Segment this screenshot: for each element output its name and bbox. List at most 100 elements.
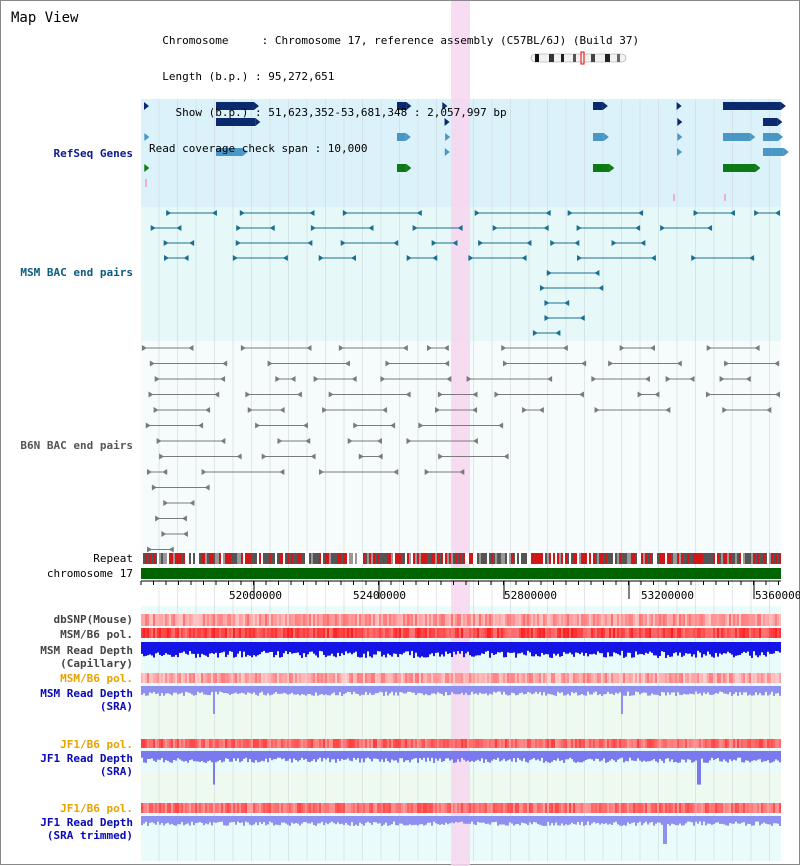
polymorphism-cell — [297, 739, 299, 748]
bac-end — [774, 360, 780, 367]
track-label-msm-b6-pol-2[interactable]: MSM/B6 pol. — [60, 672, 133, 685]
polymorphism-cell — [635, 614, 637, 626]
polymorphism-cell — [477, 803, 479, 813]
read-depth-bar — [415, 686, 417, 696]
read-depth-bar — [615, 686, 617, 693]
track-label-chromosome[interactable]: chromosome 17 — [46, 567, 133, 580]
polymorphism-cell — [473, 739, 475, 748]
repeat-segment — [301, 553, 303, 564]
read-depth-bar — [301, 751, 303, 758]
polymorphism-cell — [331, 803, 333, 813]
track-label-jf1-b6-pol-1[interactable]: JF1/B6 pol. — [60, 738, 133, 751]
read-depth-bar — [725, 686, 727, 694]
read-depth-bar — [167, 816, 169, 823]
read-depth-bar — [687, 686, 689, 695]
ideogram-band — [591, 54, 595, 62]
polymorphism-cell — [279, 803, 281, 813]
polymorphism-cell — [391, 739, 393, 748]
track-label-repeat[interactable]: Repeat — [93, 552, 133, 565]
track-label-refseq[interactable]: RefSeq Genes — [53, 147, 133, 160]
polymorphism-cell — [165, 628, 167, 638]
polymorphism-cell — [651, 614, 653, 626]
polymorphism-cell — [183, 739, 185, 748]
repeat-segment — [679, 553, 681, 564]
track-label-msm-bac[interactable]: MSM BAC end pairs — [20, 266, 133, 279]
read-depth-bar — [619, 686, 621, 693]
polymorphism-cell — [259, 739, 261, 748]
polymorphism-cell — [235, 673, 237, 683]
read-depth-bar — [653, 642, 655, 656]
polymorphism-cell — [355, 739, 357, 748]
polymorphism-cell — [653, 614, 655, 626]
read-depth-bar — [155, 816, 157, 825]
read-depth-bar — [743, 642, 745, 652]
read-depth-bar — [277, 816, 279, 825]
track-label-jf1-depth-trimmed[interactable]: JF1 Read Depth (SRA trimmed) — [40, 816, 133, 842]
polymorphism-cell — [683, 628, 685, 638]
read-depth-bar — [591, 686, 593, 695]
read-depth-bar — [255, 642, 257, 657]
polymorphism-cell — [335, 803, 337, 813]
read-depth-bar — [391, 642, 393, 657]
read-depth-bar — [385, 751, 387, 759]
read-depth-bar — [723, 816, 725, 825]
polymorphism-cell — [497, 739, 499, 748]
read-depth-bar — [241, 751, 243, 762]
polymorphism-cell — [625, 673, 627, 683]
read-depth-bar — [389, 751, 391, 763]
repeat-segment — [347, 553, 349, 564]
track-label-dbsnp[interactable]: dbSNP(Mouse) — [53, 613, 133, 626]
polymorphism-cell — [487, 673, 489, 683]
repeat-segment — [503, 553, 505, 564]
polymorphism-cell — [743, 739, 745, 748]
polymorphism-cell — [593, 739, 595, 748]
read-depth-bar — [465, 751, 467, 762]
polymorphism-cell — [773, 803, 775, 813]
read-depth-bar — [763, 816, 765, 823]
bac-end — [581, 360, 587, 367]
polymorphism-cell — [667, 739, 669, 748]
chromosome-bar — [141, 568, 781, 579]
read-depth-bar — [543, 642, 545, 655]
read-depth-bar — [385, 642, 387, 658]
polymorphism-cell — [357, 628, 359, 638]
read-depth-bar — [307, 642, 309, 655]
polymorphism-cell — [755, 803, 757, 813]
read-depth-bar — [321, 686, 323, 695]
polymorphism-cell — [571, 739, 573, 748]
polymorphism-cell — [735, 739, 737, 748]
polymorphism-cell — [679, 614, 681, 626]
read-depth-bar — [663, 751, 665, 763]
polymorphism-cell — [553, 739, 555, 748]
bac-end — [494, 391, 500, 398]
repeat-segment — [211, 553, 213, 564]
polymorphism-cell — [419, 614, 421, 626]
track-label-msm-b6-pol-1[interactable]: MSM/B6 pol. — [60, 628, 133, 641]
read-depth-bar — [181, 686, 183, 693]
track-label-jf1-b6-pol-2[interactable]: JF1/B6 pol. — [60, 802, 133, 815]
polymorphism-cell — [159, 628, 161, 638]
polymorphism-cell — [181, 739, 183, 748]
polymorphism-cell — [495, 803, 497, 813]
read-depth-bar — [387, 686, 389, 696]
polymorphism-cell — [213, 628, 215, 638]
polymorphism-cell — [753, 628, 755, 638]
read-depth-bar — [269, 686, 271, 696]
polymorphism-cell — [575, 614, 577, 626]
read-depth-bar — [475, 751, 477, 761]
polymorphism-cell — [417, 628, 419, 638]
polymorphism-cell — [693, 628, 695, 638]
read-depth-bar — [391, 686, 393, 692]
read-depth-bar — [301, 816, 303, 824]
track-label-b6n-bac[interactable]: B6N BAC end pairs — [20, 439, 133, 452]
track-label-jf1-depth-sra[interactable]: JF1 Read Depth (SRA) — [40, 752, 133, 778]
read-depth-bar — [233, 686, 235, 694]
polymorphism-cell — [145, 673, 147, 683]
polymorphism-cell — [637, 673, 639, 683]
track-label-msm-depth-sra[interactable]: MSM Read Depth (SRA) — [40, 687, 133, 713]
read-depth-bar — [299, 816, 301, 826]
polymorphism-cell — [221, 673, 223, 683]
track-label-msm-depth-capillary[interactable]: MSM Read Depth (Capillary) — [40, 644, 133, 670]
read-depth-bar — [619, 751, 621, 759]
